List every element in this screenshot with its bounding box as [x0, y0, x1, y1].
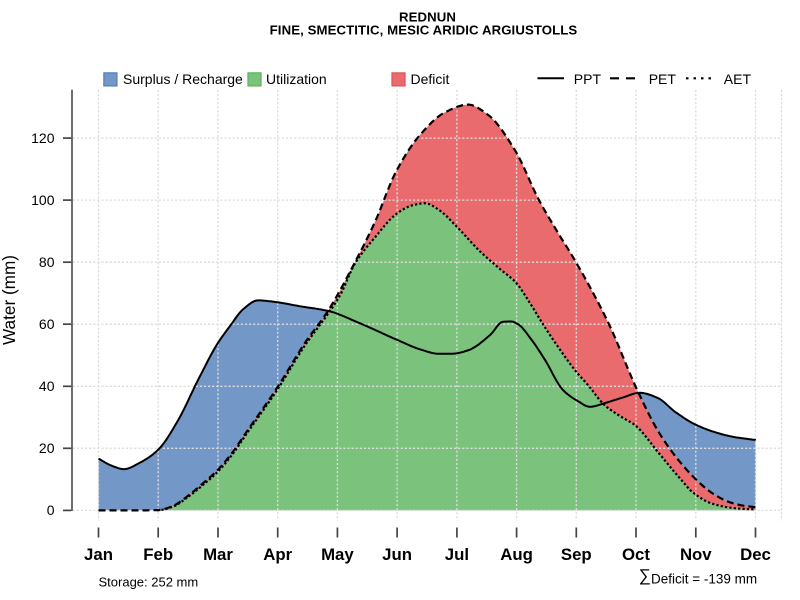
svg-text:Deficit = -139 mm: Deficit = -139 mm [651, 571, 757, 586]
svg-text:Feb: Feb [143, 545, 173, 564]
svg-text:Storage: 252 mm: Storage: 252 mm [99, 575, 199, 590]
svg-text:Utilization: Utilization [266, 71, 327, 87]
svg-text:Deficit: Deficit [411, 71, 450, 87]
svg-text:REDNUN: REDNUN [399, 9, 456, 24]
svg-text:∑: ∑ [639, 566, 651, 585]
svg-text:Apr: Apr [263, 545, 292, 564]
svg-text:80: 80 [39, 254, 55, 270]
svg-text:Aug: Aug [500, 545, 533, 564]
svg-text:Jun: Jun [382, 545, 412, 564]
svg-text:0: 0 [47, 502, 55, 518]
svg-text:40: 40 [39, 378, 55, 394]
svg-text:Jan: Jan [84, 545, 113, 564]
svg-text:Mar: Mar [203, 545, 233, 564]
svg-text:AET: AET [724, 71, 752, 87]
svg-text:Surplus / Recharge: Surplus / Recharge [123, 71, 243, 87]
svg-text:Jul: Jul [445, 545, 469, 564]
svg-text:20: 20 [39, 440, 55, 456]
svg-text:PET: PET [649, 71, 677, 87]
svg-text:Dec: Dec [740, 545, 771, 564]
svg-text:Water (mm): Water (mm) [0, 255, 19, 345]
svg-text:May: May [321, 545, 354, 564]
svg-text:120: 120 [31, 130, 55, 146]
svg-text:100: 100 [31, 192, 55, 208]
svg-text:Oct: Oct [622, 545, 650, 564]
svg-text:PPT: PPT [574, 71, 602, 87]
svg-text:FINE, SMECTITIC, MESIC ARIDIC: FINE, SMECTITIC, MESIC ARIDIC ARGIUSTOLL… [270, 23, 578, 38]
svg-text:Sep: Sep [561, 545, 592, 564]
svg-text:Nov: Nov [680, 545, 712, 564]
svg-text:60: 60 [39, 316, 55, 332]
